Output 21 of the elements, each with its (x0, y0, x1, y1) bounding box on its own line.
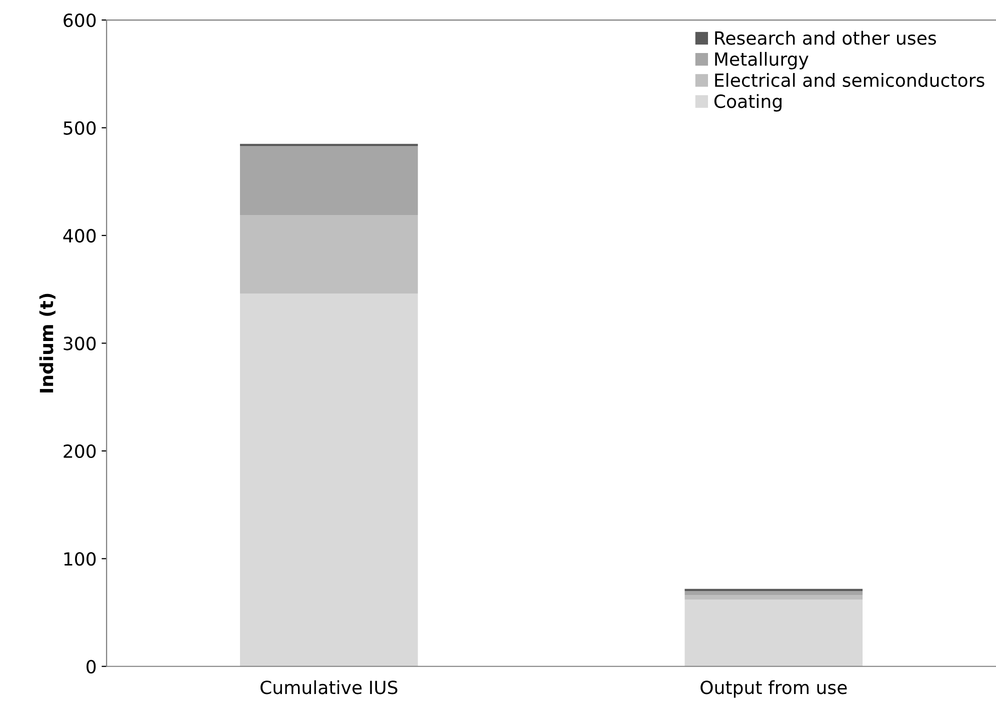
bar (240, 146, 418, 216)
legend-label: Metallurgy (715, 52, 808, 70)
bar (684, 600, 863, 666)
y-tick-label: 100 (64, 552, 96, 566)
bar (684, 595, 863, 600)
bar (240, 294, 418, 666)
y-tick-label: 400 (63, 228, 96, 243)
y-tick-label: 200 (64, 444, 96, 458)
x-tick-label: Cumulative IUS (260, 680, 398, 694)
legend-label: Coating (714, 94, 782, 112)
legend-label: Electrical and semiconductors (715, 73, 984, 87)
bar (684, 590, 863, 596)
y-tick-label: 600 (64, 13, 96, 28)
y-tick-label: 300 (64, 336, 96, 350)
x-tick-label: Output from use (700, 680, 847, 698)
legend-label: Research and other uses (715, 30, 936, 45)
y-tick-label: 0 (86, 660, 96, 674)
y-axis-title: Indium (t) (39, 294, 56, 392)
bar (240, 215, 418, 294)
y-tick-label: 500 (64, 121, 96, 135)
bar (240, 144, 418, 146)
